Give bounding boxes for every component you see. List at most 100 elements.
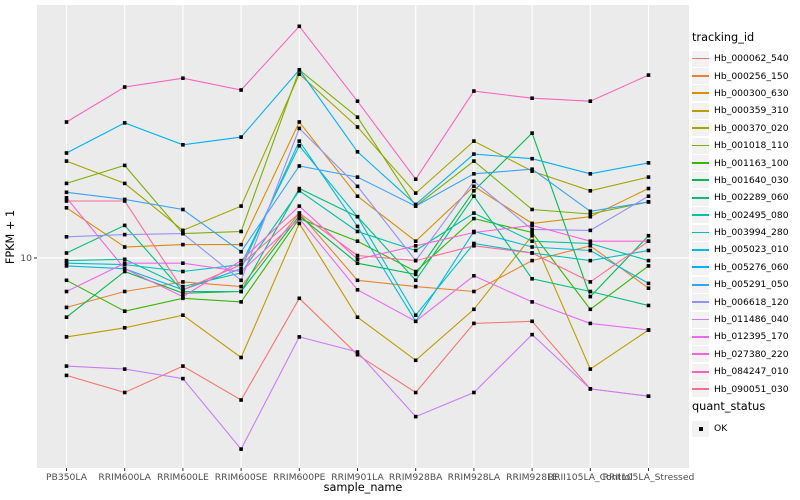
data-point — [588, 280, 593, 284]
data-point — [530, 239, 534, 243]
data-point — [646, 303, 651, 308]
data-point — [64, 261, 69, 265]
data-point — [181, 261, 185, 265]
data-point — [588, 212, 593, 216]
legend-item-label: Hb_090051_030 — [714, 383, 789, 395]
data-point — [181, 143, 185, 147]
data-point — [297, 211, 302, 215]
data-point — [472, 244, 476, 248]
data-point — [181, 376, 185, 381]
data-point — [472, 152, 476, 156]
data-point — [239, 242, 243, 247]
data-point — [239, 269, 243, 274]
legend-item: Hb_027380_220 — [692, 346, 789, 363]
data-point — [239, 229, 243, 234]
data-point — [297, 164, 302, 168]
data-point — [472, 307, 476, 312]
legend-quant-title: quant_status — [692, 400, 766, 413]
data-point — [472, 179, 476, 184]
data-point — [181, 364, 185, 368]
data-point — [588, 307, 593, 312]
data-point — [588, 289, 593, 294]
data-point — [122, 326, 127, 330]
x-tick-label: RRIM901LA — [331, 472, 384, 483]
data-point — [530, 245, 534, 249]
legend-item: Hb_001640_030 — [692, 172, 789, 189]
data-point — [530, 96, 534, 100]
data-point — [64, 315, 69, 319]
data-point — [646, 281, 651, 286]
data-point — [530, 223, 534, 228]
legend-key-line-icon — [692, 120, 709, 137]
legend-key-line-icon — [692, 102, 709, 119]
data-point — [355, 229, 360, 234]
legend-item: Hb_005276_060 — [692, 259, 789, 276]
data-point — [239, 204, 243, 208]
data-point — [239, 355, 243, 360]
data-point — [588, 248, 593, 253]
legend-key-line-icon — [692, 294, 709, 311]
legend-item: Hb_084247_010 — [692, 363, 789, 380]
data-point — [239, 447, 243, 451]
data-point — [355, 125, 360, 129]
data-point — [355, 224, 360, 229]
data-point — [64, 278, 69, 283]
data-point — [646, 161, 651, 165]
legend-item-label: Hb_001163_100 — [714, 157, 789, 169]
data-point — [64, 190, 69, 195]
data-point — [530, 332, 534, 337]
legend-key-line-icon — [692, 381, 709, 398]
data-point — [297, 72, 302, 76]
data-point — [530, 319, 534, 324]
legend-item: Hb_012395_170 — [692, 328, 789, 345]
data-point — [64, 289, 69, 294]
legend-item-label: Hb_000256_150 — [714, 70, 789, 82]
data-point — [297, 144, 302, 148]
black-square-point-icon — [698, 426, 703, 431]
data-point — [413, 284, 418, 289]
data-point — [122, 390, 127, 395]
data-point — [297, 120, 302, 124]
data-point — [588, 99, 593, 103]
data-point — [646, 258, 651, 263]
legend-item-label: Hb_005276_060 — [714, 261, 789, 273]
legend-item-label: Hb_005023_010 — [714, 244, 789, 256]
data-point — [588, 189, 593, 193]
data-point — [530, 131, 534, 135]
data-point — [646, 239, 651, 243]
x-tick-label: RRIM928LA — [448, 472, 501, 483]
data-point — [239, 398, 243, 402]
data-point — [472, 194, 476, 198]
data-point — [530, 221, 534, 226]
x-tick-label: RRIM600PE — [273, 472, 325, 483]
data-point — [472, 159, 476, 163]
x-tick-label: RRII105LA_Stressed — [603, 472, 695, 483]
data-point — [530, 230, 534, 235]
data-point — [181, 294, 185, 299]
legend-item: Hb_011486_040 — [692, 311, 789, 328]
data-point — [355, 184, 360, 189]
legend-item: Hb_002495_080 — [692, 207, 789, 224]
legend-item-label: Hb_000370_020 — [714, 122, 789, 134]
data-point — [64, 364, 69, 368]
legend-key-line-icon — [692, 311, 709, 328]
legend-item: Hb_000256_150 — [692, 67, 789, 85]
legend-item: Hb_006618_120 — [692, 293, 789, 311]
data-point — [355, 239, 360, 243]
data-point — [355, 288, 360, 292]
data-point — [413, 239, 418, 243]
data-point — [297, 204, 302, 208]
data-point — [588, 214, 593, 219]
data-point — [413, 258, 418, 263]
data-point — [588, 228, 593, 233]
x-tick-label: RRII105LA_Control — [548, 472, 633, 483]
data-point — [239, 284, 243, 289]
data-point — [646, 73, 651, 77]
data-points — [64, 24, 651, 451]
data-point — [472, 390, 476, 395]
data-point — [64, 305, 69, 310]
legend-tracking-title: tracking_id — [692, 31, 755, 44]
data-point — [355, 194, 360, 198]
data-point — [588, 244, 593, 248]
data-point — [122, 223, 127, 228]
